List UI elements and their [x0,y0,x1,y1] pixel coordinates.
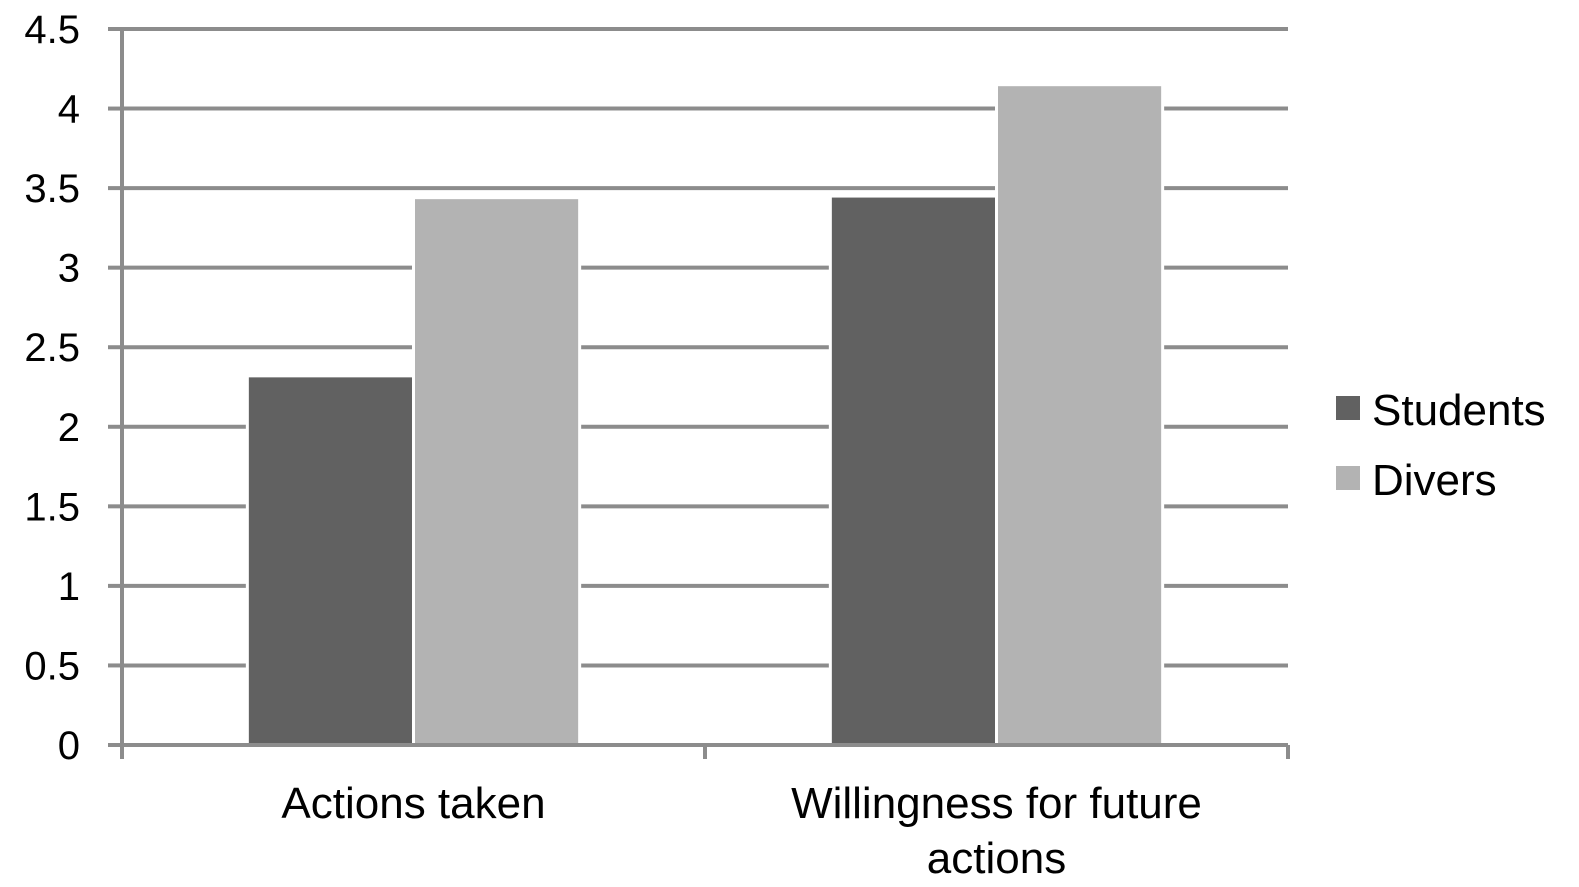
y-tick-label: 2.5 [24,326,80,370]
bars [245,83,1165,747]
legend-label-students: Students [1372,386,1546,435]
x-category-label: Actions taken [281,779,545,828]
x-category-label: Willingness for future [791,779,1202,828]
legend-swatch-students [1336,396,1360,420]
y-tick-labels: 0 0.5 1 1.5 2 2.5 3 3.5 4 4.5 [24,8,80,768]
axes [108,27,1290,759]
y-tick-label: 2 [58,406,80,450]
bar-students-2 [828,194,998,747]
bar-students-1 [245,374,415,747]
y-tick-label: 3 [58,247,80,291]
bar-divers-2 [995,83,1165,747]
legend-label-divers: Divers [1372,456,1497,505]
x-category-label: actions [927,834,1066,882]
y-tick-label: 0.5 [24,644,80,688]
legend: Students Divers [1336,386,1546,505]
y-tick-label: 0 [58,724,80,768]
y-tick-label: 1.5 [24,485,80,529]
y-tick-label: 1 [58,565,80,609]
legend-swatch-divers [1336,466,1360,490]
y-tick-label: 4.5 [24,8,80,52]
x-category-labels: Actions taken Willingness for future actio… [281,779,1202,883]
bar-divers-1 [412,196,582,747]
y-tick-label: 3.5 [24,167,80,211]
y-tick-label: 4 [58,88,80,132]
